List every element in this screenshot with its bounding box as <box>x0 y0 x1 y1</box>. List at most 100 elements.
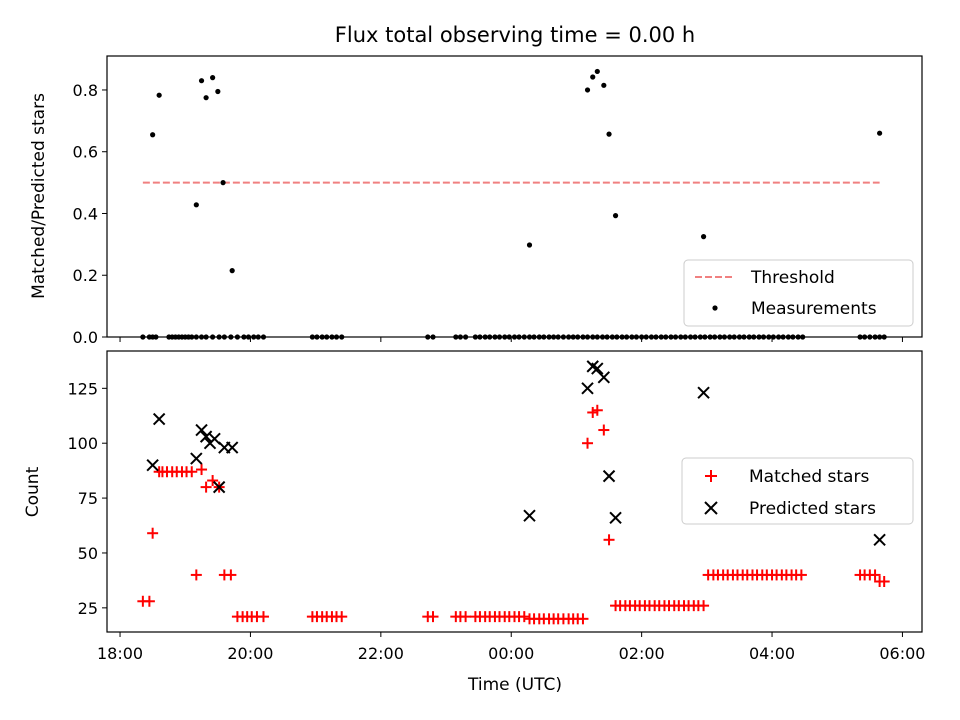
matched-legend-label: Matched stars <box>749 467 869 487</box>
ratio-y-ticks: 0.0 0.2 0.4 0.6 0.8 <box>73 81 107 347</box>
predicted-star-point <box>697 386 710 399</box>
predicted-star-point <box>208 432 221 446</box>
measurement-point <box>619 334 625 340</box>
measurement-point <box>672 334 679 340</box>
matched-star-point <box>795 569 807 581</box>
measurement-point <box>751 334 757 340</box>
measurement-point <box>526 242 533 248</box>
count-legend: Matched stars Predicted stars <box>681 457 914 525</box>
matched-star-point <box>147 527 159 539</box>
measurement-point <box>241 334 247 340</box>
measurement-point <box>678 334 684 340</box>
count-y-axis-label: Count <box>23 466 43 517</box>
measurement-point <box>606 131 612 137</box>
measurement-point <box>575 334 581 340</box>
measurement-point <box>580 334 586 340</box>
measurement-point <box>712 334 718 340</box>
ratio-y-axis-label: Matched/Predicted stars <box>29 93 49 299</box>
measurement-point <box>314 334 320 340</box>
measurement-point <box>215 88 221 95</box>
matched-star-point <box>225 569 237 581</box>
measurement-point <box>590 74 596 80</box>
measurement-point <box>692 334 698 340</box>
measurement-point <box>727 334 733 340</box>
matched-star-point <box>869 569 881 581</box>
measurement-point <box>629 334 635 340</box>
matched-star-point <box>207 475 219 487</box>
predicted-star-point <box>146 458 159 472</box>
measurement-point <box>862 334 868 340</box>
measurement-point <box>210 75 216 81</box>
measurement-point <box>453 334 459 340</box>
measurement-point <box>877 334 883 340</box>
measurement-point <box>309 334 315 340</box>
y-tick-label: 0.8 <box>73 81 98 100</box>
measurement-point <box>601 82 607 88</box>
measurement-point <box>502 334 508 340</box>
x-axis-label: Time (UTC) <box>467 675 562 695</box>
measurement-point <box>639 334 645 340</box>
predicted-star-point <box>597 371 611 384</box>
measurement-point <box>482 334 488 340</box>
measurement-point <box>189 334 195 340</box>
measurement-point <box>516 334 522 340</box>
matched-star-point <box>186 466 198 478</box>
matched-star-point <box>190 569 202 581</box>
measurement-point <box>721 334 728 340</box>
predicted-star-point <box>602 469 616 483</box>
y-tick-label: 0.0 <box>73 328 98 347</box>
measurement-point <box>872 334 878 340</box>
measurement-point <box>546 334 552 340</box>
measurement-point <box>682 334 688 340</box>
y-tick-label: 25 <box>78 599 98 618</box>
x-tick-label: 02:00 <box>619 644 665 663</box>
y-tick-label: 75 <box>78 489 98 508</box>
measurement-point <box>203 334 209 340</box>
measurement-point <box>857 334 863 340</box>
ratio-panel: 0.00.20.40.60.8 Matched/Predicted stars … <box>29 55 923 347</box>
measurement-point <box>609 334 615 340</box>
measurement-point <box>668 334 674 340</box>
predicted-star-point <box>212 480 226 494</box>
measurement-point <box>614 334 620 340</box>
matched-star-point <box>603 534 615 546</box>
measurement-point <box>881 334 887 340</box>
y-tick-label: 50 <box>78 544 98 563</box>
measurement-point <box>707 334 713 340</box>
y-tick-label: 0.6 <box>73 143 98 162</box>
measurement-point <box>785 334 791 340</box>
y-tick-label: 125 <box>67 379 98 398</box>
measurement-point <box>590 334 596 340</box>
measurement-point <box>531 334 537 340</box>
matched-star-point <box>336 611 348 623</box>
count-y-ticks: 25 50 75 100 125 <box>67 379 107 618</box>
predicted-star-point <box>152 412 166 426</box>
measurement-point <box>150 132 156 138</box>
measurement-point <box>760 334 767 340</box>
matched-star-point <box>427 611 439 623</box>
measurement-point <box>566 334 572 340</box>
matched-star-point <box>591 404 603 416</box>
figure-title: Flux total observing time = 0.00 h <box>335 23 695 47</box>
predicted-star-point <box>609 511 622 525</box>
measurement-point <box>770 334 776 340</box>
matched-star-point <box>257 611 269 623</box>
measurement-point <box>700 234 707 240</box>
measurement-point <box>324 334 330 340</box>
measurement-point <box>140 334 146 340</box>
measurement-point <box>245 334 252 340</box>
measurement-point <box>604 334 610 340</box>
measurement-point <box>658 334 664 340</box>
x-tick-label: 00:00 <box>488 644 534 663</box>
measurement-point <box>319 334 325 340</box>
predicted-star-point <box>190 452 203 465</box>
measurement-point <box>255 334 261 340</box>
measurement-point <box>731 334 737 340</box>
predicted-star-point <box>195 423 208 437</box>
measurement-point <box>766 334 772 340</box>
measurement-point <box>717 334 723 340</box>
predicted-star-point <box>873 533 886 547</box>
measurement-point <box>477 334 483 340</box>
matched-star-point <box>878 576 890 588</box>
count-x-ticks: 18:00 20:00 22:00 00:00 02:00 04:00 06:00 <box>97 632 925 663</box>
